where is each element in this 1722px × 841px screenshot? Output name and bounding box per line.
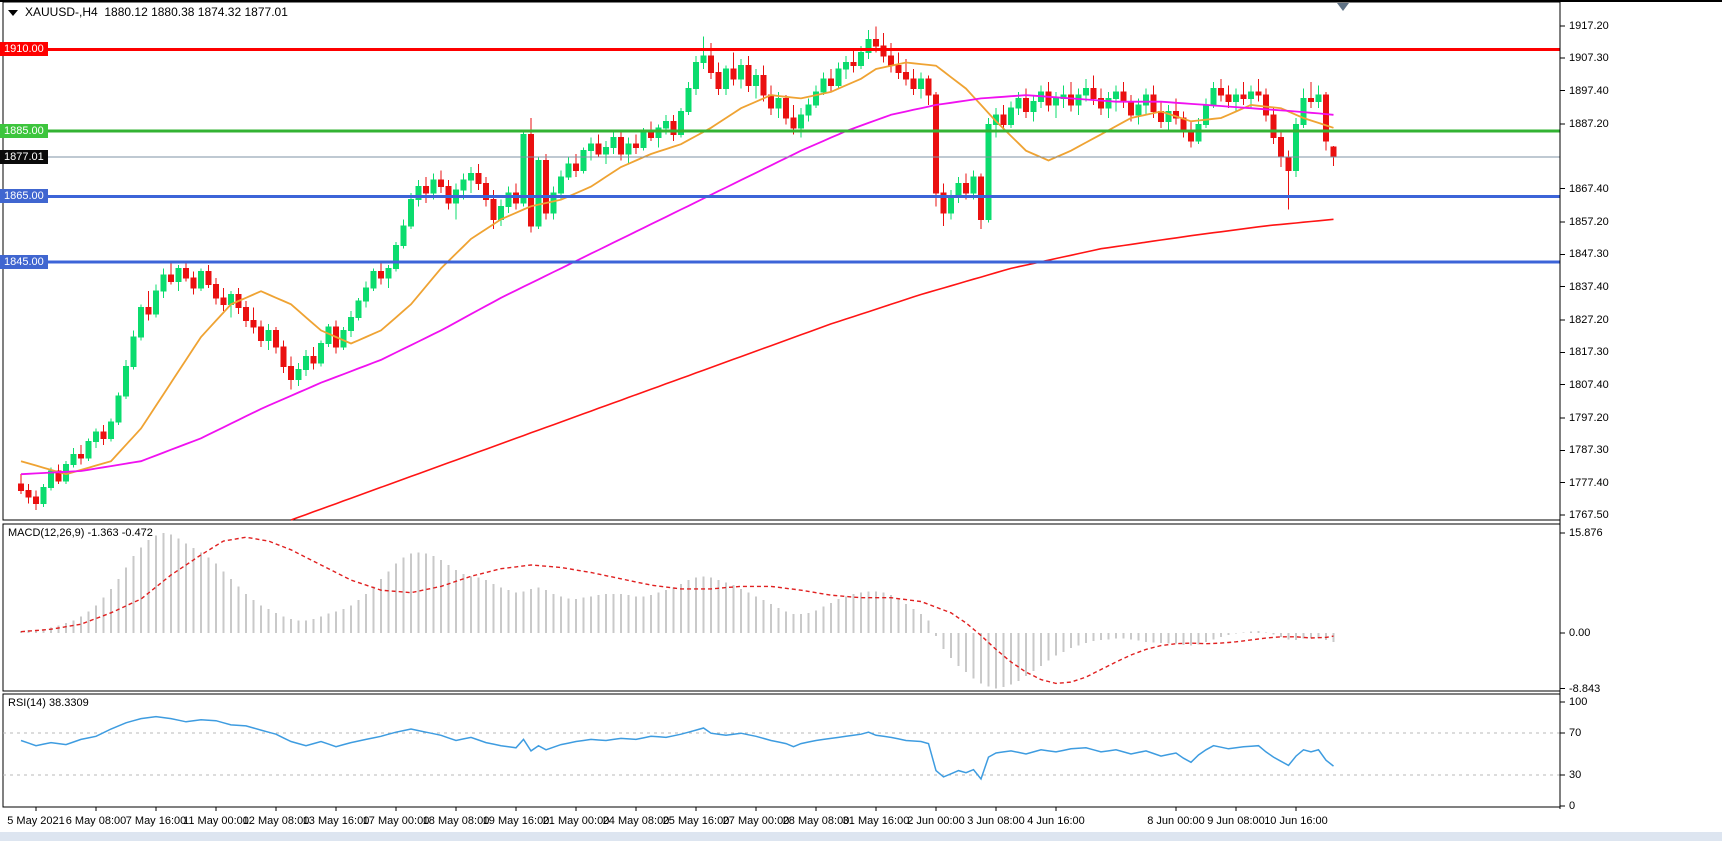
x-axis-tick-label: 10 Jun 16:00 xyxy=(1264,815,1328,827)
macd-axis-tick-label: 0.00 xyxy=(1569,627,1591,639)
macd-signal-line xyxy=(20,536,1334,685)
y-axis-tick-label: 1827.20 xyxy=(1569,313,1609,326)
ma-fast-line xyxy=(20,61,1334,476)
y-axis-tick-label: 1777.40 xyxy=(1569,476,1609,489)
price-level-tag: 1885.00 xyxy=(0,124,48,139)
macd-indicator-label: MACD(12,26,9) -1.363 -0.472 xyxy=(8,527,153,539)
chart-shift-marker-icon[interactable] xyxy=(1337,3,1349,11)
rsi-axis-tick-label: 100 xyxy=(1569,696,1588,708)
y-axis-tick-label: 1807.40 xyxy=(1569,378,1609,391)
x-axis-tick-label: 8 Jun 00:00 xyxy=(1147,815,1205,827)
y-axis-tick-label: 1797.20 xyxy=(1569,412,1609,425)
rsi-line xyxy=(20,715,1334,781)
panel-frame xyxy=(2,693,1561,808)
ma-mid-line xyxy=(20,94,1334,476)
ma-slow-line xyxy=(290,218,1334,521)
x-axis-tick-label: 24 May 08:00 xyxy=(602,815,670,827)
x-axis-tick-label: 2 Jun 00:00 xyxy=(907,815,965,827)
x-axis-tick-label: 3 Jun 08:00 xyxy=(967,815,1025,827)
x-axis-tick-label: 12 May 08:00 xyxy=(242,815,310,827)
y-axis-tick-label: 1837.40 xyxy=(1569,280,1609,293)
y-axis-tick-label: 1867.40 xyxy=(1569,182,1609,195)
price-level-tag: 1865.00 xyxy=(0,189,48,204)
panel-frame xyxy=(2,523,1561,692)
macd-axis-tick-label: -8.843 xyxy=(1569,682,1601,695)
chart-title: XAUUSD-,H4 1880.12 1880.38 1874.32 1877.… xyxy=(8,5,288,19)
y-axis-tick-label: 1907.30 xyxy=(1569,52,1609,65)
y-axis-tick-label: 1787.30 xyxy=(1569,444,1609,457)
y-axis-tick-label: 1887.20 xyxy=(1569,117,1609,130)
x-axis-tick-label: 6 May 08:00 xyxy=(65,815,127,827)
x-axis-tick-label: 31 May 16:00 xyxy=(842,815,910,827)
y-axis-tick-label: 1917.20 xyxy=(1569,19,1609,32)
price-level-tag: 1845.00 xyxy=(0,254,48,269)
y-axis-tick-label: 1897.40 xyxy=(1569,84,1609,97)
y-axis-tick-label: 1857.20 xyxy=(1569,215,1609,228)
rsi-axis-tick-label: 30 xyxy=(1569,768,1582,781)
x-axis-tick-label: 13 May 16:00 xyxy=(302,815,370,827)
y-axis-tick-label: 1847.30 xyxy=(1569,248,1609,261)
rsi-axis-tick-label: 0 xyxy=(1569,800,1576,812)
macd-axis-tick-label: 15.876 xyxy=(1569,526,1603,539)
x-axis-tick-label: 25 May 16:00 xyxy=(662,815,730,827)
rsi-axis-tick-label: 70 xyxy=(1569,727,1582,740)
y-axis-tick-label: 1817.30 xyxy=(1569,346,1609,359)
x-axis-tick-label: 5 May 2021 xyxy=(7,815,65,827)
bottom-scroll-strip[interactable] xyxy=(0,832,1722,841)
x-axis-tick-label: 17 May 00:00 xyxy=(362,815,430,827)
symbol-label: XAUUSD-,H4 xyxy=(25,5,98,19)
x-axis-tick-label: 11 May 00:00 xyxy=(183,815,249,827)
rsi-indicator-label: RSI(14) 38.3309 xyxy=(8,697,89,709)
x-axis-tick-label: 27 May 00:00 xyxy=(722,815,790,827)
price-level-tag: 1910.00 xyxy=(0,42,48,57)
ohlc-readout: 1880.12 1880.38 1874.32 1877.01 xyxy=(104,5,288,19)
x-axis-tick-label: 21 May 00:00 xyxy=(542,815,610,827)
candles-layer xyxy=(18,26,1337,511)
top-border xyxy=(0,0,1722,2)
price-level-tag: 1877.01 xyxy=(0,150,48,165)
x-axis-tick-label: 9 Jun 08:00 xyxy=(1207,815,1265,827)
x-axis-tick-label: 18 May 08:00 xyxy=(422,815,490,827)
y-axis-tick-label: 1767.50 xyxy=(1569,509,1609,522)
x-axis-tick-label: 7 May 16:00 xyxy=(125,815,187,827)
symbol-dropdown-icon[interactable] xyxy=(8,9,18,16)
x-axis-tick-label: 28 May 08:00 xyxy=(782,815,850,827)
x-axis-tick-label: 4 Jun 16:00 xyxy=(1027,815,1085,827)
x-axis-tick-label: 19 May 16:00 xyxy=(482,815,550,827)
